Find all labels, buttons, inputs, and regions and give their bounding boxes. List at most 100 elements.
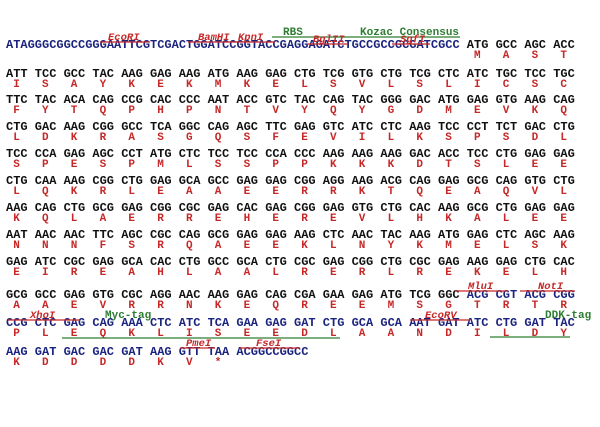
amino-acid: T [445, 159, 452, 171]
amino-acid: T [71, 105, 78, 117]
amino-acid: M [388, 300, 395, 312]
codon: AGC [524, 38, 546, 52]
amino-acid: E [244, 186, 251, 198]
codon: AAG [121, 67, 143, 81]
amino-acid: L [71, 213, 78, 225]
codon: TCC [467, 147, 489, 161]
codon: TAC [294, 93, 316, 107]
amino-acid: S [13, 159, 20, 171]
codon: TAC [35, 93, 57, 107]
amino-acid: R [157, 240, 164, 252]
codon: AAG [6, 345, 28, 359]
codon: TCC [236, 147, 258, 161]
codon: AAG [553, 228, 575, 242]
amino-acid: S [244, 159, 251, 171]
amino-acid: D [532, 132, 539, 144]
amino-acid: R [100, 132, 107, 144]
amino-acid: S [416, 300, 423, 312]
amino-acid: T [532, 300, 539, 312]
codon: CTG [6, 174, 28, 188]
amino-acid: E [244, 240, 251, 252]
amino-acid: F [13, 105, 20, 117]
codon: CTG [496, 201, 518, 215]
amino-acid: N [42, 240, 49, 252]
amino-acid: D [416, 159, 423, 171]
codon: TTC [92, 228, 114, 242]
codon: GAC [409, 147, 431, 161]
codon: TGC [496, 67, 518, 81]
codon: TCT [496, 120, 518, 134]
amino-acid: K [301, 240, 308, 252]
codon: GCG [467, 174, 489, 188]
amino-acid: D [445, 328, 452, 340]
codon: TCC [35, 67, 57, 81]
amino-acid: K [532, 105, 539, 117]
amino-acid: V [532, 186, 539, 198]
amino-acid: T [560, 50, 567, 62]
codon: AAA [121, 316, 143, 330]
codon: GCC [208, 174, 230, 188]
codon: CAG [208, 120, 230, 134]
enzyme-site: EcoRV [425, 310, 458, 322]
codon: TCC [6, 147, 28, 161]
amino-acid: E [71, 300, 78, 312]
codon: GAC [524, 120, 546, 134]
codon: GAG [121, 201, 143, 215]
amino-acid: A [128, 267, 135, 279]
amino-acid: P [301, 159, 308, 171]
codon: GAG [323, 201, 345, 215]
codon: CGC [64, 255, 86, 269]
amino-acid: A [42, 300, 49, 312]
codon: GTG [352, 67, 374, 81]
codon: ACA [64, 93, 86, 107]
amino-acid: N [13, 240, 20, 252]
amino-acid: N [416, 328, 423, 340]
amino-acid: S [42, 79, 49, 91]
codon: ATG [150, 147, 172, 161]
amino-acid: D [42, 132, 49, 144]
codon: AAG [208, 288, 230, 302]
amino-acid: K [330, 159, 337, 171]
codon: GCG [467, 201, 489, 215]
codon: CTG [179, 255, 201, 269]
amino-acid: K [445, 213, 452, 225]
amino-acid: S [215, 159, 222, 171]
codon: CAG [92, 316, 114, 330]
codon: CAC [150, 255, 172, 269]
codon: GGC [179, 120, 201, 134]
amino-acid: L [272, 267, 279, 279]
amino-acid: L [503, 240, 510, 252]
codon: ATC [179, 316, 201, 330]
amino-acid: P [13, 328, 20, 340]
codon: CGG [92, 174, 114, 188]
amino-acid: E [560, 159, 567, 171]
codon: GCA [236, 255, 258, 269]
amino-acid: Q [215, 132, 222, 144]
amino-acid: R [560, 300, 567, 312]
codon: TCG [323, 67, 345, 81]
codon: CTC [496, 228, 518, 242]
codon: AAG [352, 174, 374, 188]
codon: TCA [150, 120, 172, 134]
codon: GAG [150, 174, 172, 188]
amino-acid: A [128, 132, 135, 144]
amino-acid: K [359, 186, 366, 198]
codon: AAT [208, 93, 230, 107]
amino-acid: P [128, 105, 135, 117]
amino-acid: A [474, 186, 481, 198]
codon: GCA [380, 316, 402, 330]
codon: GCG [6, 288, 28, 302]
codon: GAG [524, 201, 546, 215]
amino-acid: L [388, 267, 395, 279]
codon: TTC [6, 93, 28, 107]
codon: CTG [496, 316, 518, 330]
amino-acid: E [272, 240, 279, 252]
codon: CTG [323, 316, 345, 330]
codon: AAG [524, 93, 546, 107]
amino-acid: S [445, 132, 452, 144]
amino-acid: L [330, 240, 337, 252]
codon: CTG [294, 67, 316, 81]
codon: GCA [121, 255, 143, 269]
amino-acid: N [186, 300, 193, 312]
amino-acid: E [560, 213, 567, 225]
